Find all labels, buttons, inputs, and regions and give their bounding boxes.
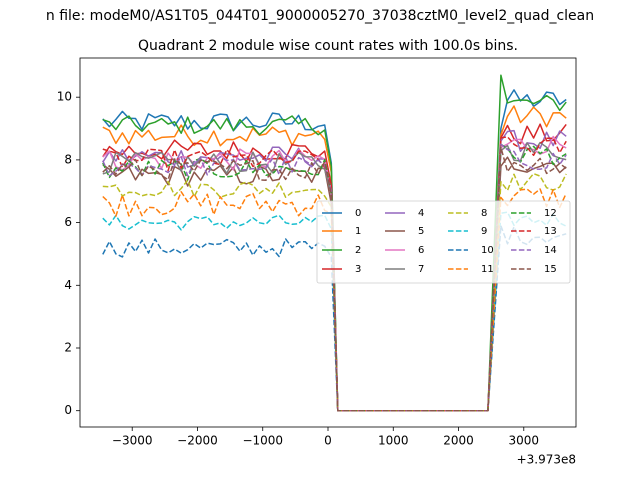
legend-label-7: 7 bbox=[418, 264, 424, 275]
legend-label-12: 12 bbox=[544, 208, 557, 219]
x-axis: −3000 −2000 −1000 0 1000 2000 3000 bbox=[112, 427, 539, 448]
legend-box bbox=[316, 200, 571, 284]
x-tick-label: 0 bbox=[324, 434, 332, 448]
y-tick-label: 8 bbox=[64, 152, 72, 166]
y-tick-label: 6 bbox=[64, 215, 72, 229]
legend-label-10: 10 bbox=[481, 245, 494, 256]
legend-label-14: 14 bbox=[544, 245, 557, 256]
legend-label-2: 2 bbox=[355, 245, 361, 256]
legend-label-6: 6 bbox=[418, 245, 424, 256]
legend-label-13: 13 bbox=[544, 226, 557, 237]
legend-label-15: 15 bbox=[544, 264, 557, 275]
chart-title: Quadrant 2 module wise count rates with … bbox=[138, 38, 518, 54]
x-tick-label: −1000 bbox=[242, 434, 283, 448]
y-tick-label: 4 bbox=[64, 278, 72, 292]
y-axis: 0 2 4 6 8 10 bbox=[57, 90, 80, 417]
y-tick-label: 10 bbox=[57, 90, 72, 104]
x-offset-text: +3.973e8 bbox=[517, 453, 576, 467]
legend-label-5: 5 bbox=[418, 226, 424, 237]
legend-label-0: 0 bbox=[355, 208, 361, 219]
x-tick-label: −2000 bbox=[177, 434, 218, 448]
x-tick-label: −3000 bbox=[112, 434, 153, 448]
y-tick-label: 0 bbox=[64, 403, 72, 417]
legend-label-9: 9 bbox=[481, 226, 487, 237]
legend-label-3: 3 bbox=[355, 264, 361, 275]
y-tick-label: 2 bbox=[64, 340, 72, 354]
legend-label-4: 4 bbox=[418, 208, 424, 219]
x-tick-label: 3000 bbox=[509, 434, 540, 448]
legend-label-11: 11 bbox=[481, 264, 494, 275]
legend-label-8: 8 bbox=[481, 208, 487, 219]
figure-suptitle: n file: modeM0/AS1T05_044T01_9000005270_… bbox=[46, 8, 594, 24]
x-tick-label: 2000 bbox=[443, 434, 474, 448]
legend-label-1: 1 bbox=[355, 226, 361, 237]
series-line-15 bbox=[102, 146, 567, 412]
x-tick-label: 1000 bbox=[378, 434, 409, 448]
